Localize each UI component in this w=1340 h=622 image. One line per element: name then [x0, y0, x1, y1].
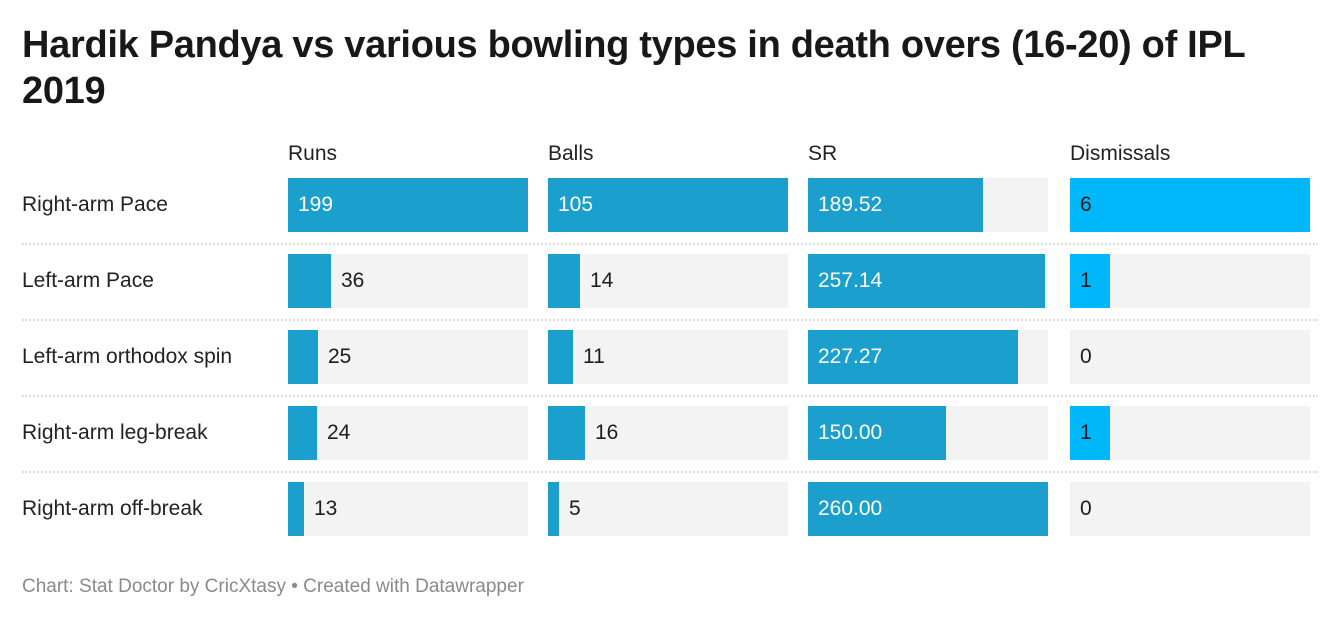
column-header-sr: SR — [808, 142, 838, 165]
bar-track: 36 — [288, 254, 528, 308]
row-separator — [22, 243, 1318, 245]
chart-title: Hardik Pandya vs various bowling types i… — [22, 24, 1245, 112]
row-separator — [22, 395, 1318, 397]
value-label: 105 — [558, 193, 594, 216]
chart-footer: Chart: Stat Doctor by CricXtasy • Create… — [22, 576, 524, 597]
value-label: 257.14 — [818, 269, 883, 292]
bar — [808, 482, 1048, 536]
bar — [288, 482, 304, 536]
bar-track: 11 — [548, 330, 788, 384]
value-label: 1 — [1080, 421, 1092, 444]
bar — [1070, 178, 1310, 232]
bar-track: 1 — [1070, 406, 1310, 460]
bar-track: 150.00 — [808, 406, 1048, 460]
value-label: 199 — [298, 193, 334, 216]
value-label: 25 — [328, 345, 352, 368]
bar — [808, 178, 983, 232]
bar-track: 0 — [1070, 482, 1310, 536]
bar — [288, 330, 318, 384]
bar — [548, 406, 585, 460]
value-label: 260.00 — [818, 497, 883, 520]
bar-track: 13 — [288, 482, 528, 536]
bar-track: 5 — [548, 482, 788, 536]
value-label: 1 — [1080, 269, 1092, 292]
value-label: 5 — [569, 497, 581, 520]
bar — [808, 330, 1018, 384]
bar-track: 0 — [1070, 330, 1310, 384]
bar-track: 260.00 — [808, 482, 1048, 536]
value-label: 0 — [1080, 497, 1092, 520]
bar-track: 24 — [288, 406, 528, 460]
bar-track: 257.14 — [808, 254, 1048, 308]
bar — [1070, 406, 1110, 460]
bar — [288, 178, 528, 232]
bar-track: 105 — [548, 178, 788, 232]
bar — [808, 406, 946, 460]
value-label: 24 — [327, 421, 351, 444]
bar — [808, 254, 1045, 308]
value-label: 0 — [1080, 345, 1092, 368]
bar — [288, 406, 317, 460]
row-label: Left-arm orthodox spin — [22, 345, 233, 368]
bar — [1070, 254, 1110, 308]
value-label: 11 — [583, 345, 605, 368]
value-label: 16 — [595, 421, 619, 444]
row-label: Left-arm Pace — [22, 269, 154, 292]
bar — [548, 178, 788, 232]
bar — [548, 330, 573, 384]
bar — [548, 254, 580, 308]
value-label: 13 — [314, 497, 338, 520]
bar-track: 199 — [288, 178, 528, 232]
value-label: 14 — [590, 269, 614, 292]
row-separator — [22, 471, 1318, 473]
value-label: 227.27 — [818, 345, 883, 368]
bar-track: 25 — [288, 330, 528, 384]
value-label: 150.00 — [818, 421, 883, 444]
bar — [288, 254, 331, 308]
bar-track: 189.52 — [808, 178, 1048, 232]
bar-track: 227.27 — [808, 330, 1048, 384]
bar-track: 14 — [548, 254, 788, 308]
bar — [548, 482, 559, 536]
bar-track: 16 — [548, 406, 788, 460]
value-label: 189.52 — [818, 193, 883, 216]
bar-track: 1 — [1070, 254, 1310, 308]
row-label: Right-arm leg-break — [22, 421, 208, 444]
row-label: Right-arm off-break — [22, 497, 203, 520]
row-label: Right-arm Pace — [22, 193, 168, 216]
bar-track: 6 — [1070, 178, 1310, 232]
value-label: 36 — [341, 269, 365, 292]
column-header-balls: Balls — [548, 142, 594, 165]
column-header-dismissals: Dismissals — [1070, 142, 1171, 165]
row-separator — [22, 319, 1318, 321]
column-header-runs: Runs — [288, 142, 338, 165]
value-label: 6 — [1080, 193, 1092, 216]
